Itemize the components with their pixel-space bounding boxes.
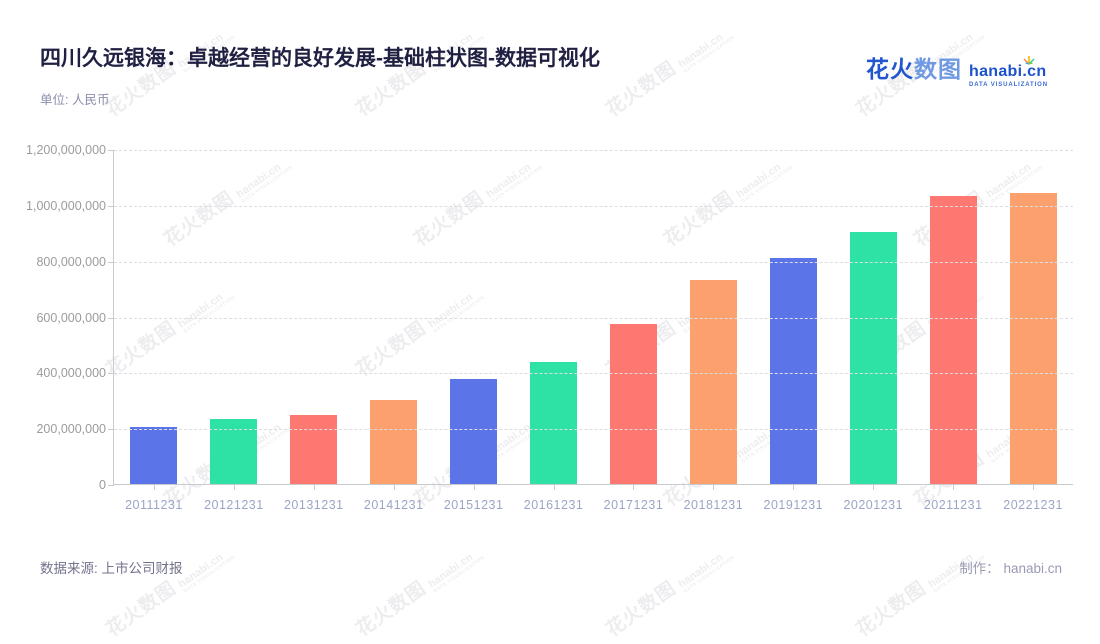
y-axis-tick xyxy=(108,317,114,319)
bar-chart: 四川久远银海：卓越经营的良好发展-基础柱状图-数据可视化 单位: 人民币 花火数… xyxy=(0,47,1073,576)
bar-slot xyxy=(594,150,674,484)
y-axis-tick xyxy=(108,373,114,375)
y-axis-tick-label: 400,000,000 xyxy=(36,366,106,381)
logo-brand-cjk: 花火数图 xyxy=(866,58,962,81)
x-axis-tick-label: 20111231 xyxy=(125,498,183,512)
gridline xyxy=(114,150,1073,151)
bar-slot xyxy=(833,150,913,484)
x-axis-tick-label: 20141231 xyxy=(363,498,424,512)
x-axis-tick-label: 20161231 xyxy=(523,498,584,512)
x-axis-tick-label: 20221231 xyxy=(1003,498,1063,512)
y-axis-tick-label: 200,000,000 xyxy=(36,422,106,437)
logo-tagline: DATA VISUALIZATION xyxy=(969,82,1048,88)
bar-slot xyxy=(673,150,753,484)
y-axis-tick xyxy=(108,150,114,151)
firework-sparkle-icon xyxy=(1023,56,1035,65)
gridline xyxy=(114,429,1073,431)
y-axis-tick-label: 1,200,000,000 xyxy=(26,143,106,157)
x-axis-tick xyxy=(393,485,395,490)
bars-container xyxy=(114,150,1073,484)
x-axis-tick xyxy=(313,485,315,490)
y-axis-tick xyxy=(108,429,114,431)
x-axis-tick xyxy=(1033,485,1035,490)
x-axis-tick-label: 20181231 xyxy=(683,498,744,512)
y-axis-tick xyxy=(108,485,114,486)
x-axis-tick xyxy=(633,485,635,490)
hanabi-logo: 花火数图 hanabi.cn DATA VISUALIZATION xyxy=(866,56,1048,88)
x-axis-tick xyxy=(233,485,235,490)
gridline xyxy=(114,205,1073,207)
data-source-label: 数据来源: 上市公司财报 xyxy=(40,561,183,576)
y-axis-tick xyxy=(108,261,114,263)
x-axis-tick-label: 20121231 xyxy=(204,498,264,512)
x-axis-tick-label: 20151231 xyxy=(443,498,504,512)
bar-slot xyxy=(993,150,1073,484)
bar-slot xyxy=(354,150,434,484)
x-axis-tick xyxy=(153,485,155,490)
x-axis-tick-label: 20131231 xyxy=(283,498,344,512)
y-axis-tick xyxy=(108,205,114,207)
bar-20111231[interactable] xyxy=(130,427,178,484)
y-axis-labels: 0 200,000,000 400,000,000 600,000,000 800,00… xyxy=(0,143,106,492)
logo-brand-part2: 数图 xyxy=(914,56,963,82)
logo-latin-block: hanabi.cn DATA VISUALIZATION xyxy=(969,56,1048,88)
bar-slot xyxy=(114,150,194,484)
bar-20151231[interactable] xyxy=(450,379,498,484)
y-axis-tick-label: 1,000,000,000 xyxy=(26,198,106,213)
plot-area: 20111231 20121231 20131231 20141231 20151231… xyxy=(108,150,1073,512)
logo-brand-latin: hanabi.cn xyxy=(969,63,1047,80)
gridline xyxy=(114,261,1073,263)
bar-slot xyxy=(274,150,354,484)
page-title: 四川久远银海：卓越经营的良好发展-基础柱状图-数据可视化 xyxy=(40,47,600,70)
unit-label: 单位: 人民币 xyxy=(40,93,110,107)
gridline xyxy=(114,373,1073,375)
y-axis-tick-label: 600,000,000 xyxy=(36,310,106,325)
bar-20201231[interactable] xyxy=(849,232,897,484)
x-axis-tick-label: 20171231 xyxy=(603,498,664,512)
x-axis-tick-label: 20201231 xyxy=(843,498,904,512)
x-axis-tick xyxy=(793,485,795,490)
logo-brand-part1: 花火 xyxy=(866,56,915,82)
x-axis-tick xyxy=(953,485,955,490)
x-axis-tick xyxy=(553,485,555,490)
x-axis-tick xyxy=(873,485,875,490)
bar-slot xyxy=(514,150,594,484)
x-axis-labels: 20111231 20121231 20131231 20141231 20151231… xyxy=(114,498,1073,512)
x-axis-tick xyxy=(713,485,715,490)
x-axis-tick-label: 20211231 xyxy=(923,498,983,512)
bar-20211231[interactable] xyxy=(929,195,977,484)
x-axis-tick xyxy=(473,485,475,490)
bar-slot xyxy=(434,150,514,484)
x-axis-tick-label: 20191231 xyxy=(763,498,824,512)
bar-20141231[interactable] xyxy=(370,399,418,484)
bar-20191231[interactable] xyxy=(769,258,817,484)
bar-20181231[interactable] xyxy=(689,279,737,484)
credit-label: 制作： hanabi.cn xyxy=(959,561,1062,576)
gridline xyxy=(114,317,1073,319)
bar-20171231[interactable] xyxy=(609,323,657,484)
bar-slot xyxy=(753,150,833,484)
bar-slot xyxy=(913,150,993,484)
bar-20131231[interactable] xyxy=(290,414,338,484)
y-axis-tick-label: 800,000,000 xyxy=(36,254,106,269)
y-axis-tick-label: 0 xyxy=(99,478,106,492)
bar-20161231[interactable] xyxy=(530,361,578,484)
bar-20221231[interactable] xyxy=(1009,192,1057,484)
